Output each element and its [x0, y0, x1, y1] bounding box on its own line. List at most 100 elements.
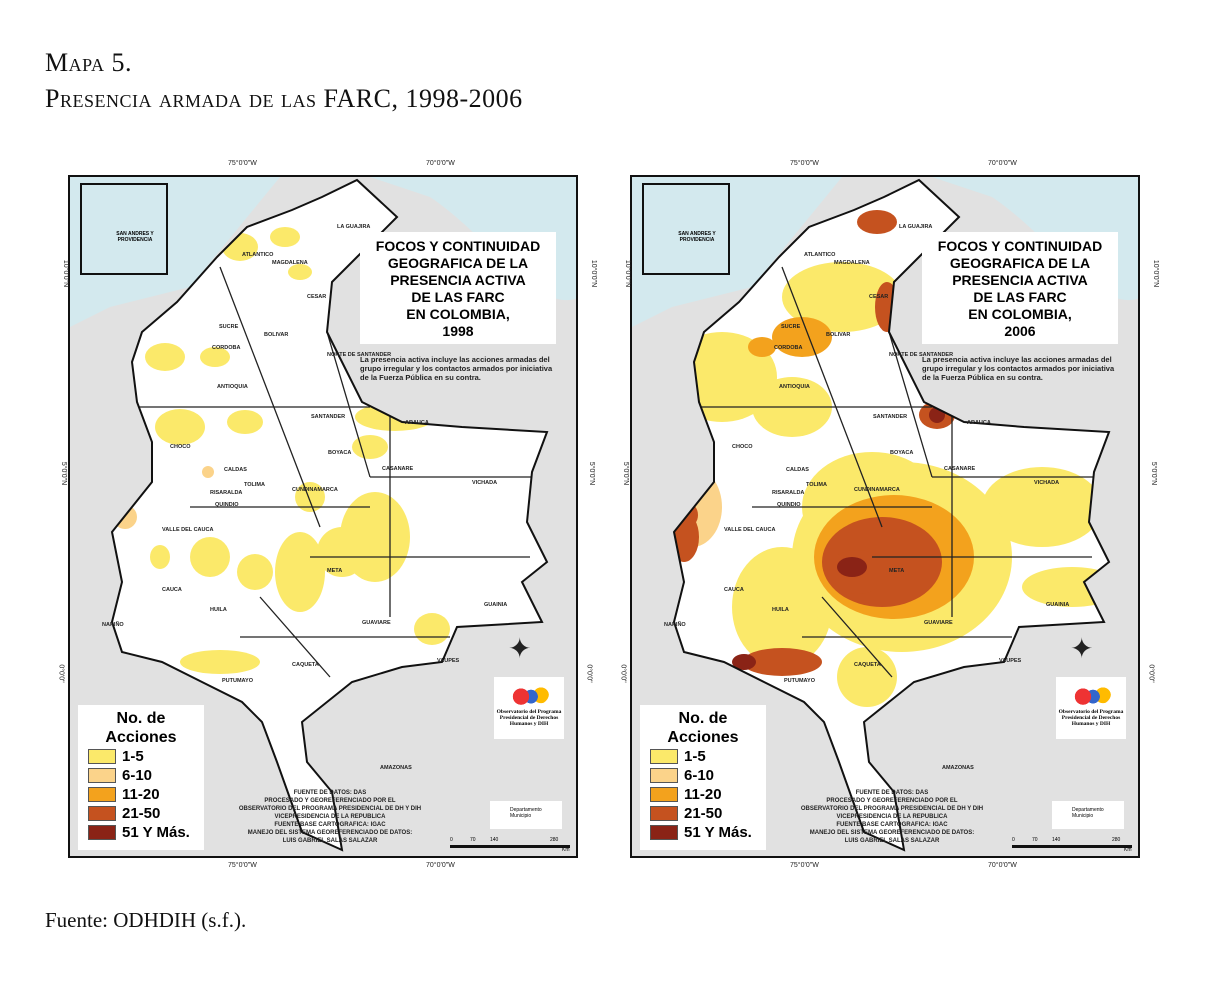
legend-title: No. de — [116, 710, 166, 727]
department-label: CORDOBA — [212, 345, 241, 351]
legend-label: 1-5 — [684, 748, 706, 765]
presence-area — [295, 482, 325, 512]
presence-area — [732, 654, 756, 670]
compass-rose-icon: ✦ — [508, 633, 532, 664]
sea — [632, 177, 1138, 327]
scale-tick: 0 — [450, 837, 453, 843]
presence-area — [288, 264, 312, 280]
map-2006: SAN ANDRES Y PROVIDENCIA FOCOS Y CONTINUI… — [630, 175, 1140, 858]
coordinate-label: 75°0'0"W — [790, 862, 819, 869]
map-title-line: PRESENCIA ACTIVA — [390, 272, 526, 288]
credit-line: MANEJO DEL SISTEMA GEOREFERENCIADO DE DA… — [809, 830, 975, 836]
scale-line — [1012, 845, 1132, 848]
department-label: BOLIVAR — [826, 332, 851, 338]
presence-area — [414, 613, 450, 645]
legend-swatch — [88, 749, 116, 764]
legend-label: 21-50 — [684, 805, 723, 822]
legend-item: 6-10 — [88, 766, 204, 785]
presence-area — [155, 409, 205, 445]
presence-area — [227, 410, 263, 434]
department-label: VICHADA — [472, 480, 498, 486]
inset-san-andres: SAN ANDRES Y PROVIDENCIA — [80, 183, 168, 275]
sea — [70, 177, 576, 327]
department-label: CUNDINAMARCA — [292, 487, 338, 493]
legend-swatch — [650, 825, 678, 840]
legend-swatch — [88, 768, 116, 783]
observatorio-logo: Observatorio del Programa Presidencial d… — [1056, 677, 1126, 739]
coordinate-label: 10°0'0"N — [590, 259, 598, 288]
presence-area — [1022, 567, 1109, 607]
legend-item: 11-20 — [650, 785, 766, 804]
legend-item: 1-5 — [88, 747, 204, 766]
scale-tick: 280 — [550, 837, 559, 843]
department-label: BOLIVAR — [264, 332, 289, 338]
presence-area — [145, 343, 185, 371]
legend-label: 21-50 — [122, 805, 161, 822]
department-label: RISARALDA — [210, 490, 243, 496]
department-label: NARIÑO — [102, 622, 124, 628]
map-title-line: GEOGRAFICA DE LA — [387, 255, 529, 271]
map-title-line: 2006 — [1004, 323, 1036, 339]
map-note: La presencia activa incluye las acciones… — [922, 355, 1115, 382]
department-label: ARAUCA — [405, 420, 429, 426]
scale-bar: 0 70 140 280 Km — [1012, 837, 1132, 853]
department-label: MAGDALENA — [834, 260, 870, 266]
presence-area — [875, 282, 899, 332]
presence-area — [202, 466, 214, 478]
department-label: NORTE DE SANTANDER — [327, 352, 392, 358]
observatorio-logo: Observatorio del Programa Presidencial d… — [494, 677, 564, 739]
credits: FUENTE DE DATOS: DAS PROCESADO Y GEOREFER… — [210, 789, 450, 845]
map-title-line: PRESENCIA ACTIVA — [952, 272, 1088, 288]
coordinate-label: 5°0'0"N — [1150, 461, 1158, 486]
legend-swatch — [650, 768, 678, 783]
coordinate-label: 70°0'0"W — [426, 160, 455, 167]
department-label: CUNDINAMARCA — [854, 487, 900, 493]
department-label: GUAINIA — [484, 602, 508, 608]
coordinate-label: 10°0'0"N — [624, 259, 632, 288]
department-label: SUCRE — [219, 324, 239, 330]
legend-swatch — [650, 787, 678, 802]
presence-area — [837, 647, 897, 707]
department-label: TOLIMA — [244, 482, 265, 488]
presence-area — [837, 557, 867, 577]
legend-label: 1-5 — [122, 748, 144, 765]
department-label: BOYACA — [890, 450, 914, 456]
map-title-line: GEOGRAFICA DE LA — [949, 255, 1091, 271]
map-title-line: DE LAS FARC — [411, 289, 505, 305]
map-1998: SAN ANDRES Y PROVIDENCIA FOCOS Y CONTINUI… — [68, 175, 578, 858]
department-label: META — [327, 568, 343, 574]
department-label: ATLANTICO — [242, 252, 274, 258]
department-label: QUINDIO — [215, 502, 239, 508]
legend-title: Acciones — [105, 729, 177, 746]
credit-line: OBSERVATORIO DEL PROGRAMA PRESIDENCIAL D… — [238, 806, 422, 812]
map-title-line: FOCOS Y CONTINUIDAD — [375, 238, 541, 254]
coordinate-label: 5°0'0"N — [588, 461, 596, 486]
map-title-line: EN COLOMBIA, — [968, 306, 1072, 322]
presence-area — [748, 337, 776, 357]
key-department: Departamento — [510, 807, 542, 813]
department-label: VALLE DEL CAUCA — [162, 527, 214, 533]
department-label: SANTANDER — [873, 414, 908, 420]
logo-text: Observatorio del Programa Presidencial d… — [496, 709, 562, 727]
coordinate-label: 10°0'0"N — [1152, 259, 1160, 288]
department-label: RISARALDA — [772, 490, 805, 496]
department-label: ANTIOQUIA — [779, 384, 810, 390]
scale-tick: 70 — [470, 837, 476, 843]
department-label: CASANARE — [944, 466, 976, 472]
legend-item: 21-50 — [650, 804, 766, 823]
inset-san-andres: SAN ANDRES Y PROVIDENCIA — [642, 183, 730, 275]
credit-line: FUENTE BASE CARTOGRAFICA: IGAC — [836, 822, 948, 828]
logo-icon — [509, 681, 549, 707]
department-label: VAUPES — [437, 658, 460, 664]
department-label: CHOCO — [170, 444, 191, 450]
legend-label: 51 Y Más. — [684, 824, 752, 841]
department-border — [781, 266, 883, 528]
scale-unit: Km — [562, 847, 570, 853]
presence-area — [275, 532, 325, 612]
map-note: La presencia activa incluye las acciones… — [360, 355, 553, 382]
presence-area — [150, 545, 170, 569]
legend-swatch — [650, 806, 678, 821]
map-key: Departamento Municipio — [1052, 801, 1124, 829]
department-label: SUCRE — [781, 324, 801, 330]
department-label: ARAUCA — [967, 420, 991, 426]
